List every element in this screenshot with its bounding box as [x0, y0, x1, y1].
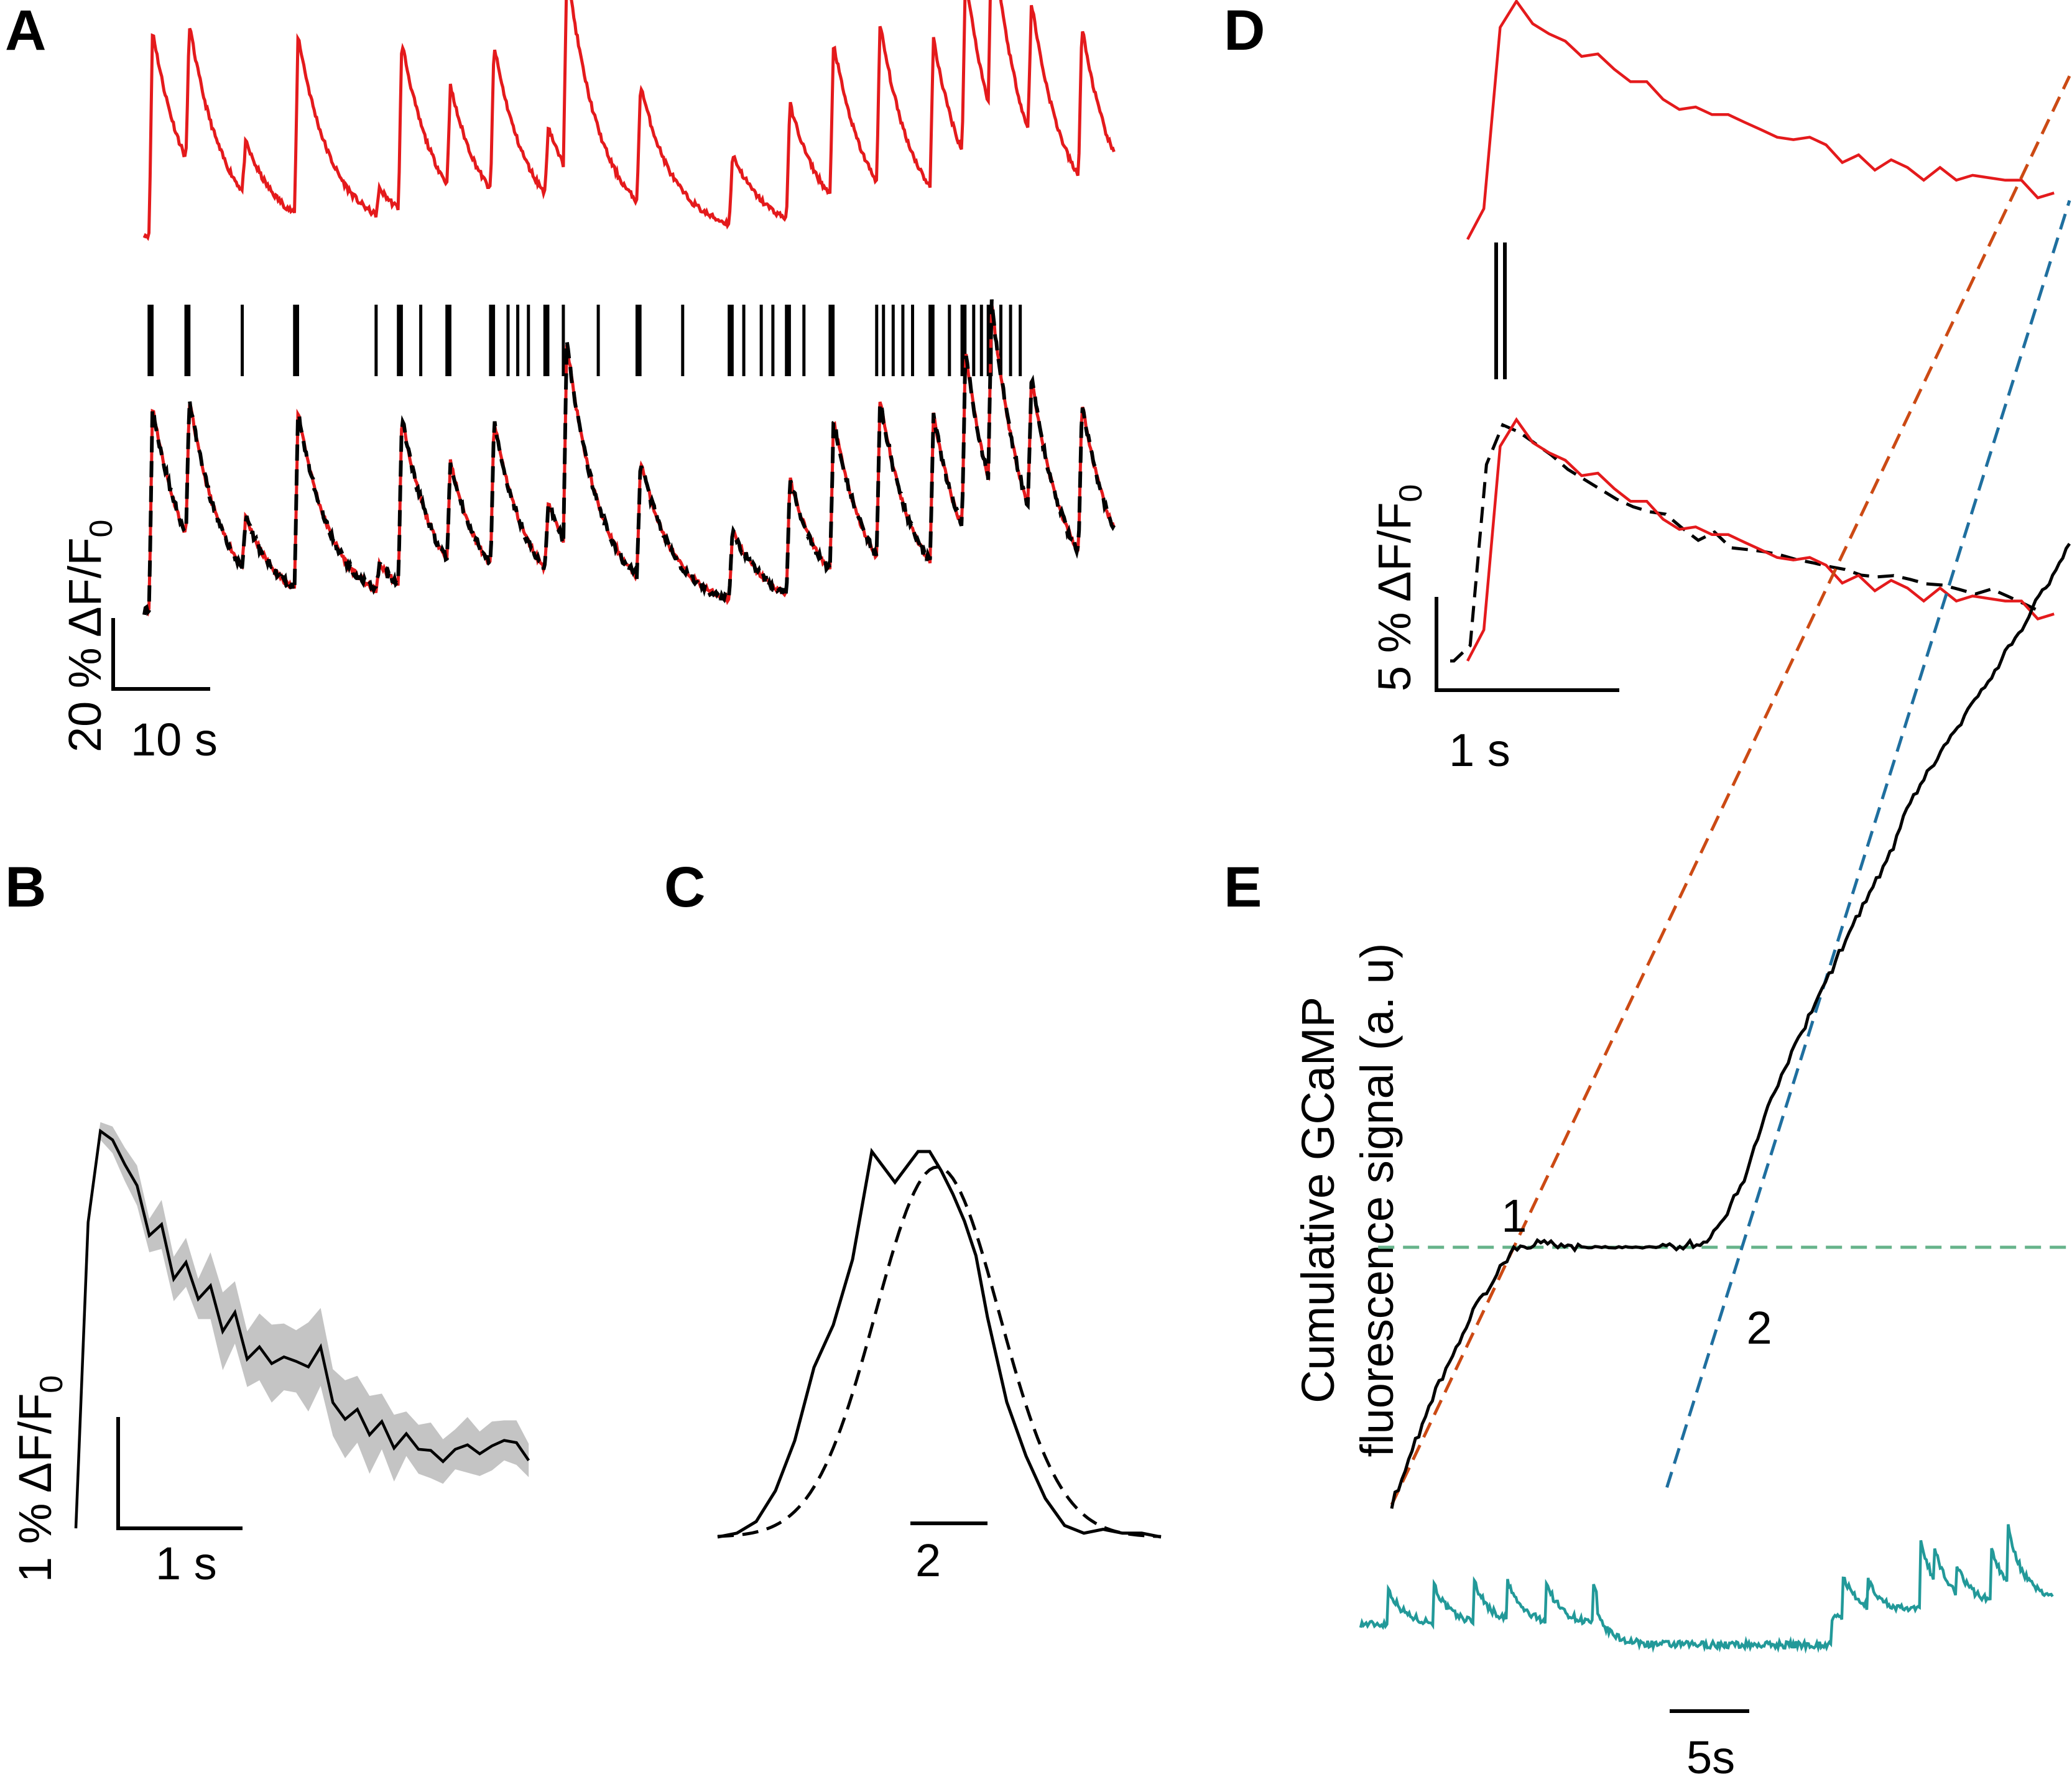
panel-c-observed-distribution: [717, 1147, 1162, 1539]
panel-d-y-label: 5 % ΔF/F0: [1369, 484, 1429, 691]
panel-e-y-label-line2: fluorescence signal (a. u): [1351, 943, 1403, 1457]
panel-b-confidence-band: [76, 1122, 529, 1528]
panel-b: 1 s 1 % ΔF/F0: [9, 1122, 530, 1589]
panel-d-bottom-trace: [1466, 417, 2055, 662]
panel-e-phase1-fit: [1390, 75, 2071, 1506]
panel-c: 2: [717, 1147, 1162, 1586]
panel-a-spike-raster: [147, 305, 1022, 376]
panel-d-scale-bar: [1435, 597, 1619, 692]
panel-b-mean-trace: [74, 1128, 530, 1529]
panel-d-top-trace: [1466, 0, 2055, 241]
panel-a-y-label-sub: 0: [83, 520, 119, 538]
panel-label-c: C: [664, 856, 705, 919]
panel-d: 5 % ΔF/F0 1 s: [1369, 0, 2055, 776]
panel-d-scale-x-label: 1 s: [1449, 724, 1510, 776]
panel-c-scale-x-label: 2: [915, 1535, 941, 1586]
panel-e: Cumulative GCaMP fluorescence signal (a.…: [1292, 75, 2071, 1782]
panel-d-spike-raster: [1494, 242, 1507, 379]
panel-b-y-label-sub: 0: [34, 1375, 70, 1393]
panel-c-gaussian-fit: [717, 1165, 1162, 1538]
panel-e-annotation-1: 1: [1501, 1190, 1527, 1242]
panel-e-phase2-fit: [1665, 200, 2071, 1488]
panel-e-y-label-line1: Cumulative GCaMP: [1292, 997, 1344, 1403]
panel-e-raw-trace: [1359, 1524, 2054, 1654]
panel-d-y-label-sub: 0: [1393, 484, 1429, 502]
panel-a-top-trace: [142, 0, 1116, 241]
panel-a: 20 % ΔF/F0 10 s: [59, 0, 1116, 765]
panel-e-cumulative-trace: [1390, 542, 2071, 1509]
panel-label-e: E: [1224, 856, 1262, 919]
panel-label-d: D: [1224, 0, 1265, 62]
panel-b-y-label: 1 % ΔF/F0: [9, 1375, 70, 1582]
panel-a-scale-x-label: 10 s: [131, 714, 218, 765]
panel-e-annotation-2: 2: [1746, 1302, 1772, 1354]
panel-a-y-label: 20 % ΔF/F0: [59, 520, 119, 752]
panel-a-scale-bar: [111, 618, 210, 691]
panel-a-y-label-prefix: 20 % ΔF/F: [59, 537, 111, 752]
panel-a-fit-trace: [142, 299, 1116, 616]
panel-b-scale-bar: [116, 1417, 243, 1530]
panel-b-scale-x-label: 1 s: [155, 1538, 217, 1589]
panel-d-fit-trace: [1450, 423, 2042, 663]
panel-label-a: A: [5, 0, 46, 62]
panel-b-y-label-prefix: 1 % ΔF/F: [9, 1393, 61, 1582]
panel-d-y-label-prefix: 5 % ΔF/F: [1369, 502, 1420, 691]
panel-e-scale-x-label: 5s: [1686, 1732, 1735, 1782]
panel-label-b: B: [5, 856, 46, 919]
